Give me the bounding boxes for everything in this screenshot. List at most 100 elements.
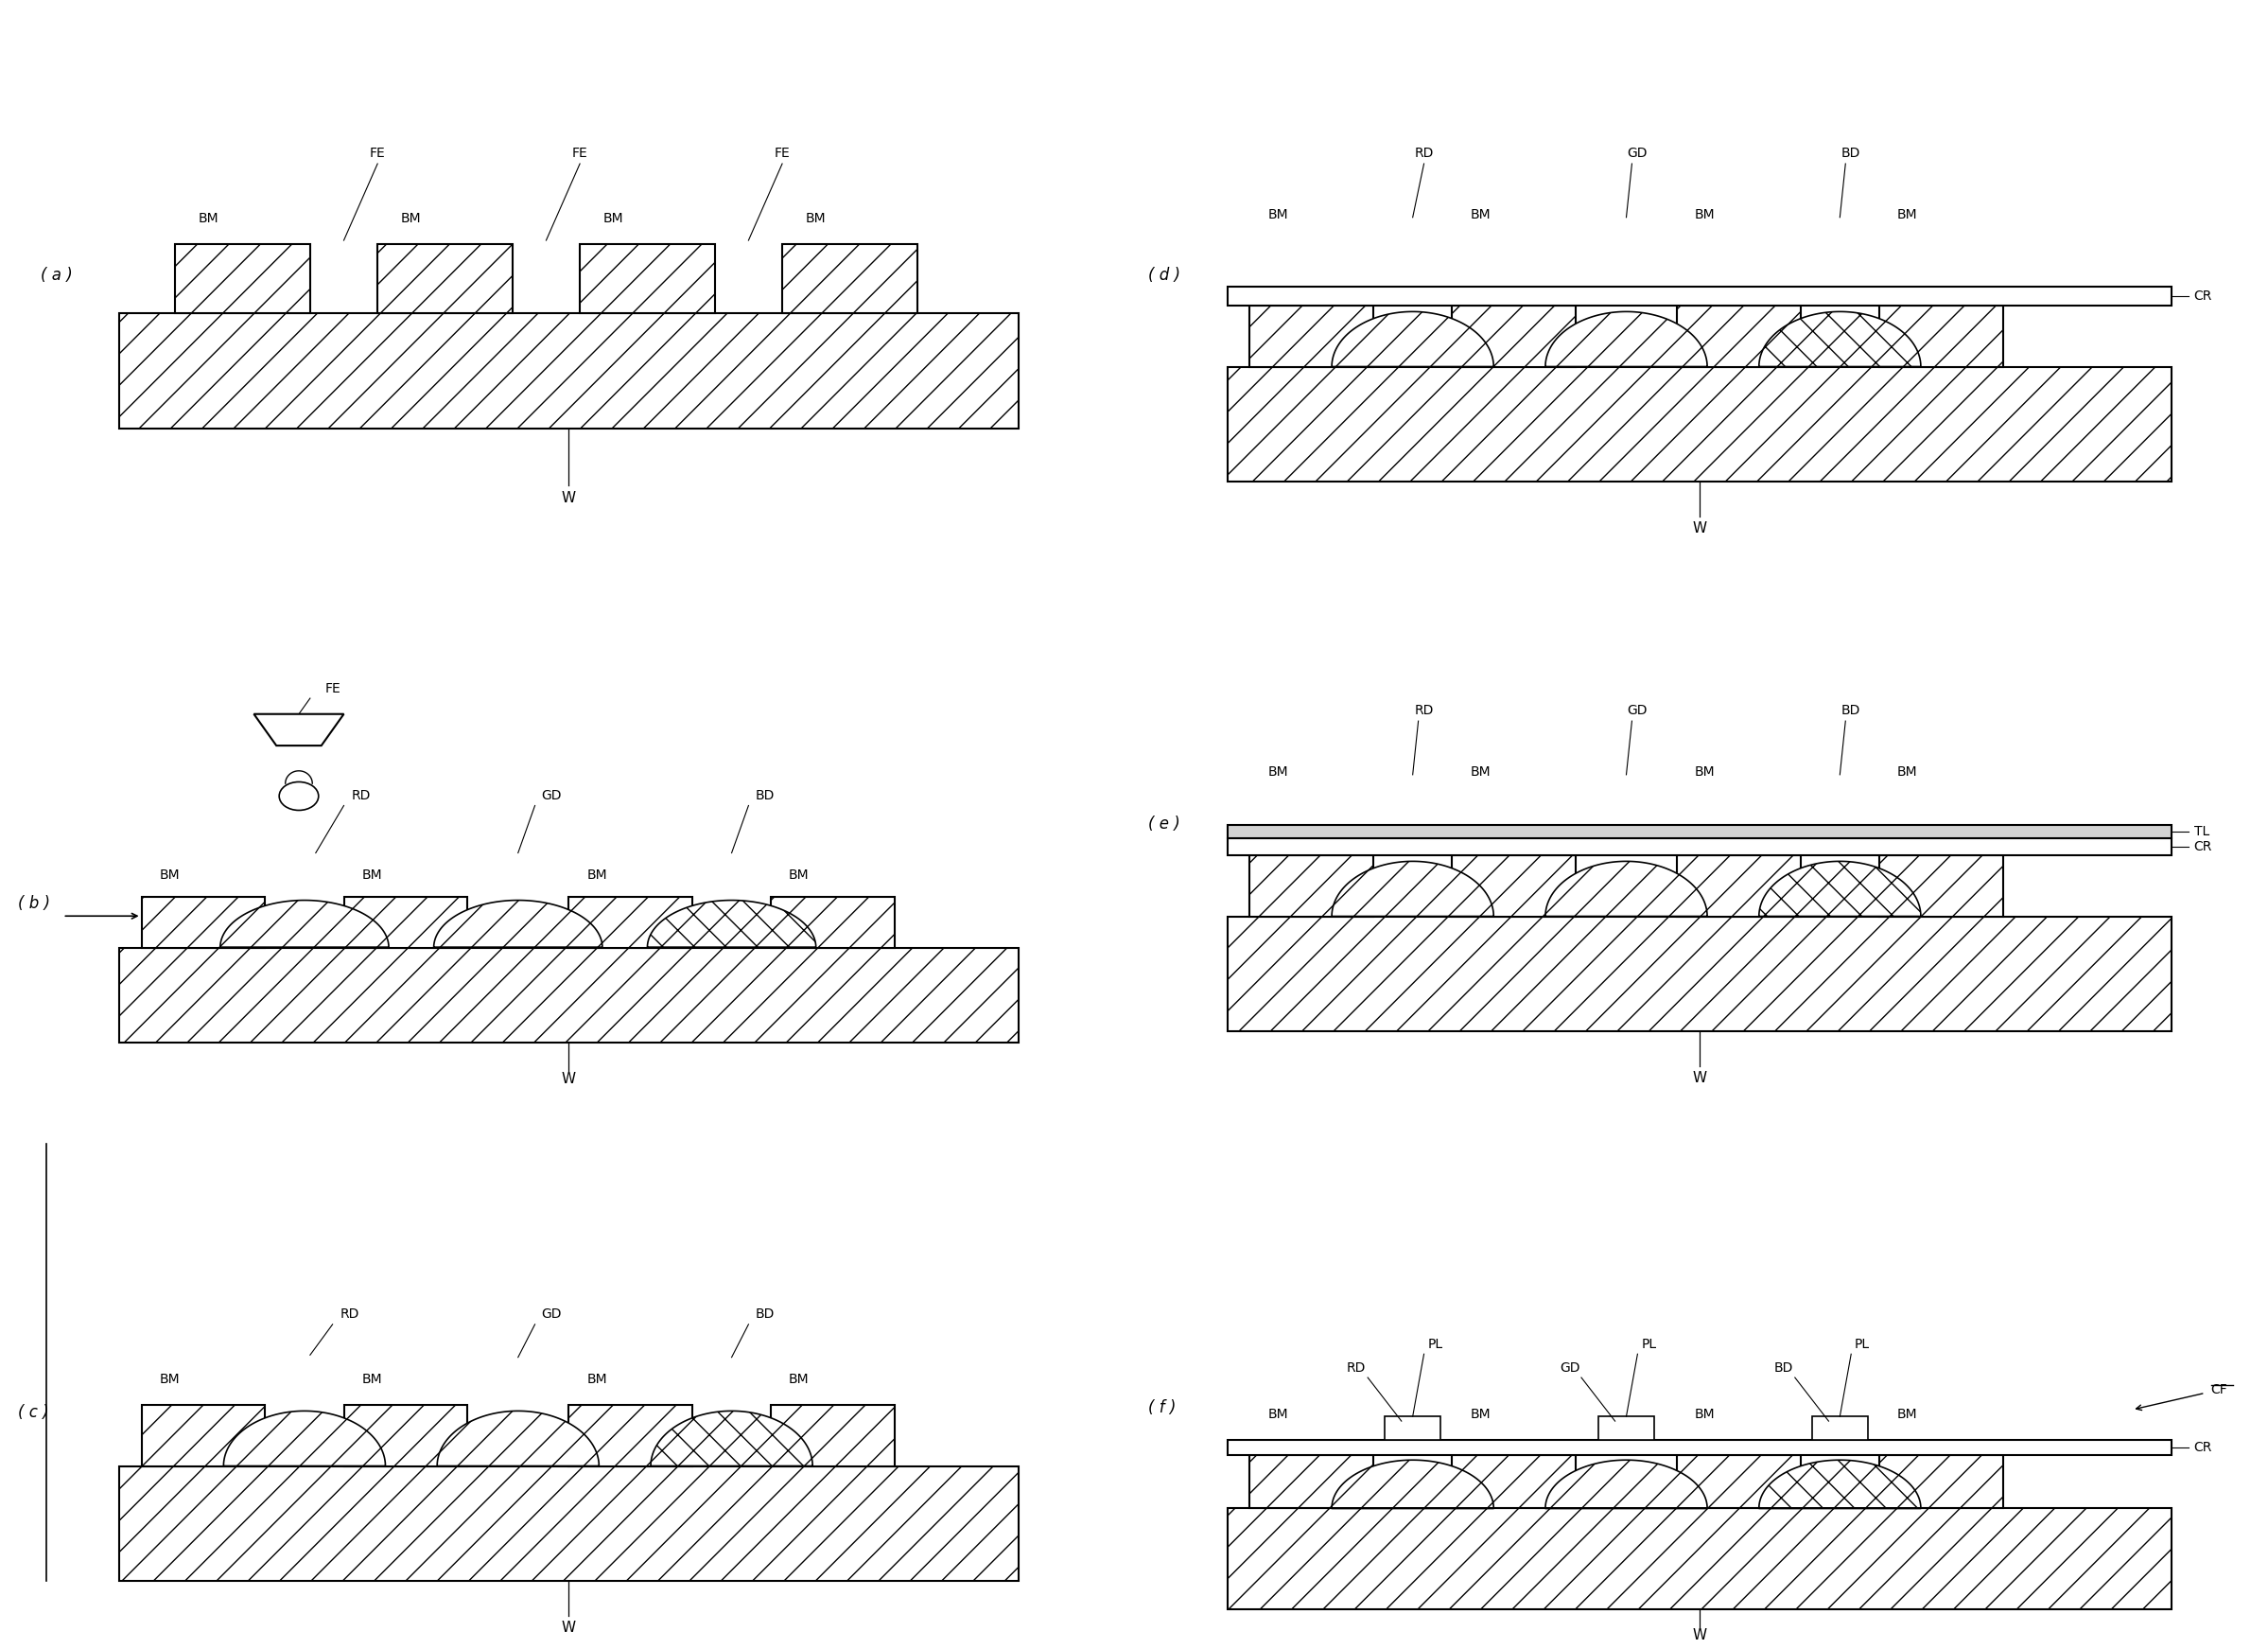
Text: BM: BM [1470, 765, 1490, 778]
Text: ( a ): ( a ) [41, 267, 73, 284]
Text: BD: BD [755, 790, 776, 803]
Bar [1250, 1454, 1374, 1509]
Text: W: W [562, 1621, 576, 1634]
Polygon shape [1760, 861, 1921, 917]
Text: GD: GD [1560, 1360, 1581, 1374]
Text: FE: FE [324, 681, 340, 696]
Bar [1676, 856, 1801, 917]
Text: PL: PL [1642, 1337, 1656, 1351]
Text: BM: BM [361, 1372, 381, 1385]
Text: CR: CR [2193, 290, 2211, 303]
Bar [1227, 1509, 2170, 1609]
Text: ( e ): ( e ) [1148, 816, 1179, 833]
Bar [581, 244, 714, 313]
Bar [1452, 305, 1576, 366]
Text: TL: TL [2193, 824, 2209, 838]
Bar [141, 1405, 265, 1466]
Text: PL: PL [1855, 1337, 1871, 1351]
Bar [1250, 856, 1374, 917]
Bar [1599, 1416, 1653, 1440]
Bar [1227, 917, 2170, 1031]
Bar [1227, 824, 2170, 838]
Text: BM: BM [361, 867, 381, 881]
Text: BD: BD [755, 1308, 776, 1321]
Text: BM: BM [1268, 1408, 1288, 1421]
Text: W: W [1692, 521, 1706, 536]
Bar [141, 897, 265, 948]
Polygon shape [1331, 1459, 1495, 1509]
Polygon shape [220, 900, 388, 948]
Text: BM: BM [1268, 208, 1288, 221]
Polygon shape [438, 1412, 599, 1466]
Polygon shape [1545, 312, 1708, 366]
Bar [175, 244, 311, 313]
Text: BM: BM [1470, 208, 1490, 221]
Text: W: W [562, 1072, 576, 1087]
Text: CR: CR [2193, 839, 2211, 853]
Text: BM: BM [603, 211, 624, 224]
Text: ( d ): ( d ) [1148, 267, 1182, 284]
Text: BM: BM [1896, 208, 1916, 221]
Text: BM: BM [159, 1372, 179, 1385]
Text: BM: BM [1896, 765, 1916, 778]
Bar [1250, 305, 1374, 366]
Text: RD: RD [340, 1308, 358, 1321]
Bar [1880, 1454, 2003, 1509]
Polygon shape [646, 900, 816, 948]
Text: BM: BM [1896, 1408, 1916, 1421]
Bar [345, 897, 467, 948]
Text: ( b ): ( b ) [18, 895, 50, 912]
Text: BD: BD [1842, 147, 1860, 160]
Text: GD: GD [542, 790, 562, 803]
Text: FE: FE [572, 147, 587, 160]
Polygon shape [433, 900, 603, 948]
Bar [1227, 366, 2170, 482]
Polygon shape [1331, 861, 1495, 917]
Bar [771, 1405, 894, 1466]
Bar [118, 313, 1018, 429]
Text: BM: BM [401, 211, 422, 224]
Bar [1227, 1440, 2170, 1454]
Text: GD: GD [1628, 147, 1647, 160]
Polygon shape [1760, 1459, 1921, 1509]
Bar [1880, 305, 2003, 366]
Text: RD: RD [1347, 1360, 1365, 1374]
Bar [376, 244, 513, 313]
Text: BM: BM [1268, 765, 1288, 778]
Bar [771, 897, 894, 948]
Ellipse shape [279, 782, 318, 810]
Text: CF: CF [2211, 1384, 2227, 1397]
Bar [345, 1405, 467, 1466]
Text: BM: BM [1694, 765, 1715, 778]
Text: BM: BM [587, 867, 608, 881]
Bar [118, 1466, 1018, 1581]
Text: BM: BM [1694, 1408, 1715, 1421]
Polygon shape [1760, 312, 1921, 366]
Text: PL: PL [1427, 1337, 1442, 1351]
Bar [1812, 1416, 1869, 1440]
Text: ( f ): ( f ) [1148, 1400, 1177, 1416]
Text: BM: BM [789, 867, 810, 881]
Bar [1227, 287, 2170, 305]
Text: BM: BM [789, 1372, 810, 1385]
Polygon shape [1545, 1459, 1708, 1509]
Polygon shape [651, 1412, 812, 1466]
Text: BM: BM [587, 1372, 608, 1385]
Text: BM: BM [200, 211, 220, 224]
Text: CR: CR [2193, 1441, 2211, 1454]
Text: W: W [1692, 1070, 1706, 1085]
Text: RD: RD [1415, 704, 1433, 717]
Text: FE: FE [370, 147, 386, 160]
Text: RD: RD [1415, 147, 1433, 160]
Text: BM: BM [1694, 208, 1715, 221]
Text: BM: BM [1470, 1408, 1490, 1421]
Bar [569, 897, 692, 948]
Text: BD: BD [1774, 1360, 1794, 1374]
Polygon shape [1331, 312, 1495, 366]
Polygon shape [254, 714, 345, 745]
Text: FE: FE [773, 147, 789, 160]
Text: W: W [1692, 1628, 1706, 1642]
Text: W: W [562, 491, 576, 505]
Bar [1880, 856, 2003, 917]
Text: GD: GD [1628, 704, 1647, 717]
